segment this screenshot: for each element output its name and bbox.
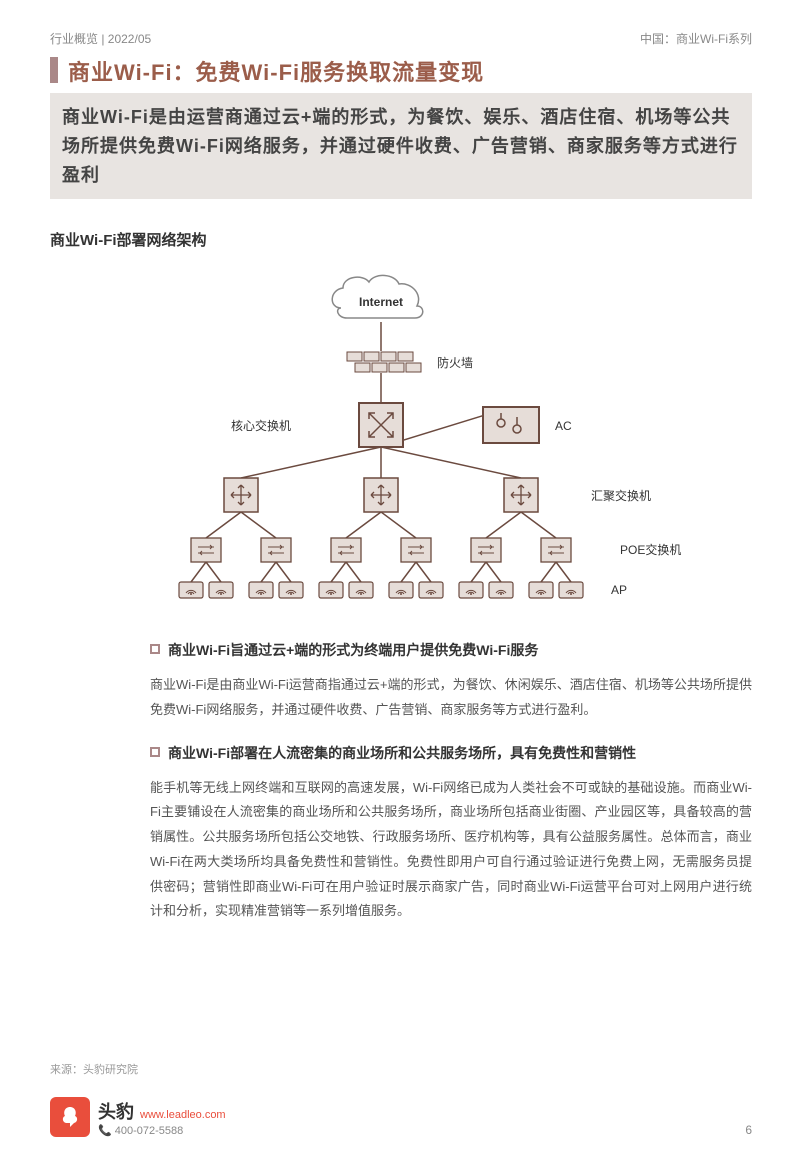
bullet-text: 商业Wi-Fi旨通过云+端的形式为终端用户提供免费Wi-Fi服务 — [168, 640, 538, 661]
page-title: 商业Wi-Fi：免费Wi-Fi服务换取流量变现 — [68, 55, 484, 87]
diagram-node-ap12: AP — [559, 582, 627, 598]
paragraph: 商业Wi-Fi是由商业Wi-Fi运营商指通过云+端的形式，为餐饮、休闲娱乐、酒店… — [150, 673, 752, 722]
network-diagram: Internet 防火墙核心交换机 AC 汇聚交换机 POE交换机 AP — [50, 270, 752, 610]
svg-text:汇聚交换机: 汇聚交换机 — [591, 488, 651, 503]
diagram-node-core: 核心交换机 — [231, 403, 403, 447]
diagram-node-internet: Internet — [332, 276, 423, 319]
diagram-node-ap9 — [459, 582, 483, 598]
svg-text:AC: AC — [555, 419, 572, 433]
source-line: 来源：头豹研究院 — [50, 1061, 138, 1077]
page-header: 行业概览 | 2022/05 中国：商业Wi-Fi系列 — [50, 30, 752, 47]
diagram-node-ap4 — [279, 582, 303, 598]
header-left: 行业概览 | 2022/05 — [50, 30, 151, 47]
diagram-node-agg2 — [364, 478, 398, 512]
diagram-node-ac: AC — [483, 407, 572, 443]
header-right: 中国：商业Wi-Fi系列 — [640, 30, 752, 47]
diagram-node-agg1 — [224, 478, 258, 512]
footer-phone: 📞 400-072-5588 — [98, 1124, 226, 1137]
diagram-node-poe2 — [261, 538, 291, 562]
svg-text:Internet: Internet — [359, 295, 403, 309]
svg-text:POE交换机: POE交换机 — [620, 542, 681, 557]
svg-text:核心交换机: 核心交换机 — [231, 418, 291, 433]
title-block: 商业Wi-Fi：免费Wi-Fi服务换取流量变现 — [50, 55, 752, 87]
section-heading: 商业Wi-Fi部署网络架构 — [50, 229, 752, 250]
leadleo-logo-icon — [50, 1097, 90, 1137]
diagram-node-ap10 — [489, 582, 513, 598]
diagram-node-ap6 — [349, 582, 373, 598]
diagram-node-poe6: POE交换机 — [541, 538, 681, 562]
diagram-node-ap11 — [529, 582, 553, 598]
diagram-node-poe5 — [471, 538, 501, 562]
diagram-node-firewall: 防火墙 — [347, 352, 473, 372]
bullet-square-icon — [150, 747, 160, 757]
bullet-item: 商业Wi-Fi旨通过云+端的形式为终端用户提供免费Wi-Fi服务 — [150, 640, 752, 661]
footer-phone-number: 400-072-5588 — [115, 1125, 184, 1137]
bullet-square-icon — [150, 644, 160, 654]
diagram-node-poe3 — [331, 538, 361, 562]
footer-brand: 头豹 — [98, 1098, 134, 1124]
footer-link: www.leadleo.com — [140, 1109, 226, 1121]
svg-text:AP: AP — [611, 583, 627, 597]
diagram-node-poe1 — [191, 538, 221, 562]
diagram-node-ap5 — [319, 582, 343, 598]
page-number: 6 — [745, 1123, 752, 1137]
svg-text:防火墙: 防火墙 — [437, 355, 473, 370]
title-accent-bar — [50, 57, 58, 83]
subtitle-box: 商业Wi-Fi是由运营商通过云+端的形式，为餐饮、娱乐、酒店住宿、机场等公共场所… — [50, 93, 752, 199]
diagram-node-ap2 — [209, 582, 233, 598]
diagram-node-poe4 — [401, 538, 431, 562]
diagram-node-agg3: 汇聚交换机 — [504, 478, 651, 512]
bullet-item: 商业Wi-Fi部署在人流密集的商业场所和公共服务场所，具有免费性和营销性 — [150, 743, 752, 764]
diagram-node-ap8 — [419, 582, 443, 598]
bullet-text: 商业Wi-Fi部署在人流密集的商业场所和公共服务场所，具有免费性和营销性 — [168, 743, 636, 764]
diagram-node-ap1 — [179, 582, 203, 598]
page-footer: 头豹 www.leadleo.com 📞 400-072-5588 6 — [50, 1097, 752, 1137]
diagram-node-ap3 — [249, 582, 273, 598]
diagram-node-ap7 — [389, 582, 413, 598]
paragraph: 能手机等无线上网终端和互联网的高速发展，Wi-Fi网络已成为人类社会不可或缺的基… — [150, 776, 752, 924]
